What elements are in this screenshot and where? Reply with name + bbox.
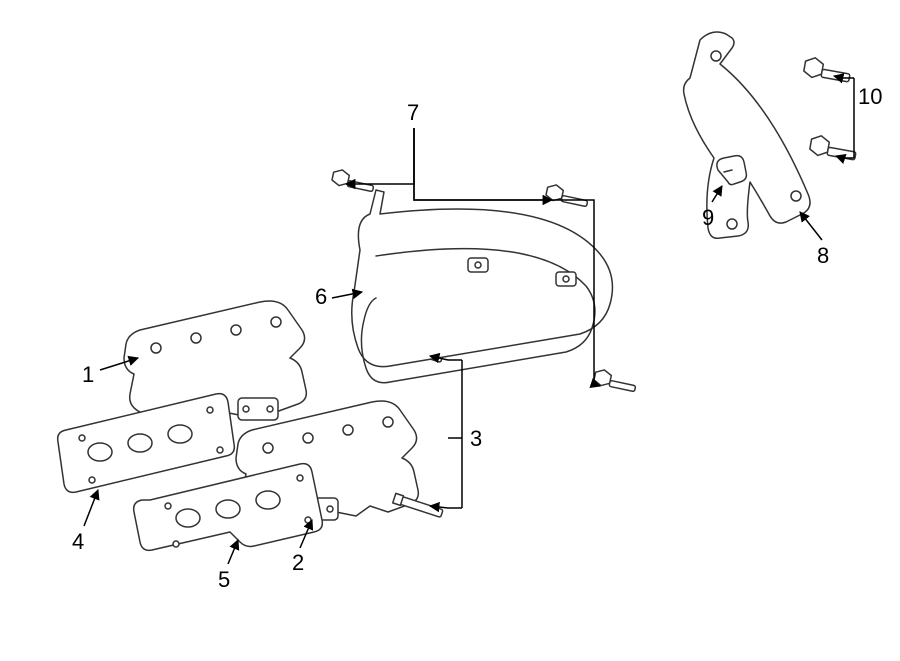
callout-leaders	[0, 0, 900, 661]
manifold-stud	[393, 338, 444, 518]
callout-label-text: 7	[407, 100, 419, 125]
callout-8: 8	[817, 243, 829, 269]
parts-artwork	[0, 0, 900, 661]
callout-10: 10	[858, 84, 882, 110]
callout-1: 1	[82, 362, 94, 388]
callout-label-text: 2	[292, 550, 304, 575]
manifold-gasket-front	[58, 394, 235, 493]
callout-label-text: 6	[315, 284, 327, 309]
callout-label-text: 5	[218, 567, 230, 592]
exhaust-manifold-front	[124, 301, 306, 422]
callout-9: 9	[702, 205, 714, 231]
exhaust-manifold-rear	[236, 401, 418, 522]
heat-shield	[352, 190, 613, 383]
clip	[717, 156, 747, 185]
callout-label-text: 1	[82, 362, 94, 387]
callout-label-text: 10	[858, 84, 882, 109]
bracket-bolt	[803, 56, 858, 162]
callout-label-text: 9	[702, 205, 714, 230]
callout-6: 6	[315, 284, 327, 310]
callout-4: 4	[72, 529, 84, 555]
callout-label-text: 8	[817, 243, 829, 268]
manifold-gasket-rear	[134, 464, 323, 551]
callout-7: 7	[407, 100, 419, 126]
callout-3: 3	[470, 426, 482, 452]
parts-diagram: { "diagram": { "background_color": "#fff…	[0, 0, 900, 661]
heat-shield-bolt	[331, 168, 637, 392]
callout-2: 2	[292, 550, 304, 576]
callout-label-text: 3	[470, 426, 482, 451]
callout-5: 5	[218, 567, 230, 593]
callout-label-text: 4	[72, 529, 84, 554]
